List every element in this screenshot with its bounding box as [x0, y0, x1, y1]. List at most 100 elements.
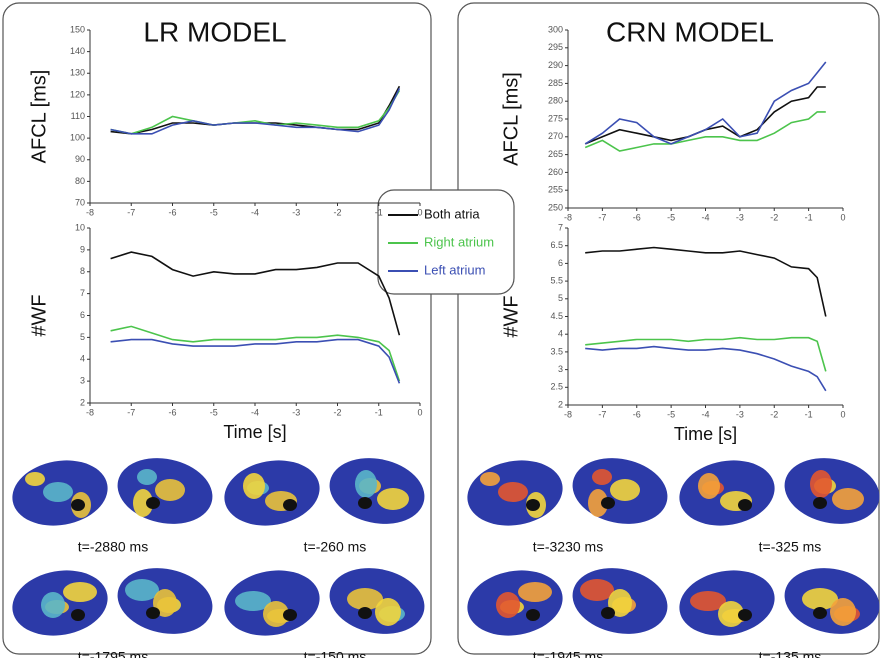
- x-tick-label: -3: [736, 409, 744, 419]
- activation-patch: [518, 582, 552, 602]
- y-tick-label: 10: [75, 222, 85, 232]
- activation-patch: [347, 588, 383, 610]
- y-tick-label: 275: [548, 113, 563, 123]
- y-tick-label: 100: [70, 133, 85, 143]
- legend-label: Left atrium: [424, 262, 485, 277]
- y-tick-label: 70: [75, 197, 85, 207]
- x-axis-label: Time [s]: [674, 424, 737, 444]
- activation-patch: [377, 488, 409, 510]
- y-axis-label: AFCL [ms]: [28, 70, 50, 164]
- activation-patch: [235, 591, 271, 611]
- series-line: [584, 61, 827, 145]
- y-tick-label: 80: [75, 176, 85, 186]
- x-tick-label: -2: [333, 207, 341, 217]
- vein-hole: [146, 607, 160, 619]
- series-line: [585, 345, 827, 392]
- vein-hole: [601, 607, 615, 619]
- x-tick-label: -6: [168, 207, 176, 217]
- y-tick-label: 260: [548, 167, 563, 177]
- x-tick-label: -5: [210, 207, 218, 217]
- y-tick-label: 8: [80, 266, 85, 276]
- activation-patch: [810, 470, 832, 498]
- y-tick-label: 130: [70, 68, 85, 78]
- series-line: [110, 88, 401, 135]
- x-tick-label: -1: [375, 407, 383, 417]
- activation-patch: [133, 489, 153, 517]
- chart: 2 2.5 3 3.5 4 4.5 5 5.5 6 6.5 7 -8 -7 -6 -5 -4 -3 -2 -1 0 #W…: [500, 222, 845, 443]
- activation-patch: [496, 592, 520, 618]
- x-tick-label: -2: [770, 409, 778, 419]
- x-tick-label: -7: [127, 407, 135, 417]
- vein-hole: [146, 497, 160, 509]
- y-tick-label: 6: [558, 258, 563, 268]
- vein-hole: [358, 607, 372, 619]
- y-tick-label: 7: [558, 222, 563, 232]
- x-tick-label: -4: [701, 212, 709, 222]
- x-tick-label: -8: [86, 407, 94, 417]
- x-tick-label: -5: [667, 409, 675, 419]
- legend-label: Right atrium: [424, 234, 494, 249]
- series-line: [110, 90, 401, 135]
- activation-patch: [155, 479, 185, 501]
- series-line: [110, 325, 401, 382]
- y-tick-label: 5: [558, 293, 563, 303]
- x-tick-label: -1: [805, 212, 813, 222]
- y-tick-label: 6: [80, 310, 85, 320]
- x-tick-label: -8: [564, 409, 572, 419]
- series-line: [585, 246, 827, 317]
- activation-patch: [832, 488, 864, 510]
- y-tick-label: 150: [70, 24, 85, 34]
- x-tick-label: -4: [251, 207, 259, 217]
- vein-hole: [813, 607, 827, 619]
- snapshot-caption: t=-1795 ms: [78, 649, 148, 658]
- activation-patch: [263, 601, 289, 627]
- series-line: [584, 111, 826, 152]
- y-tick-label: 255: [548, 185, 563, 195]
- y-tick-label: 2.5: [550, 382, 563, 392]
- x-axis-label: Time [s]: [223, 422, 286, 442]
- y-tick-label: 280: [548, 96, 563, 106]
- y-tick-label: 120: [70, 89, 85, 99]
- y-tick-label: 300: [548, 24, 563, 34]
- x-tick-label: -5: [210, 407, 218, 417]
- y-tick-label: 110: [71, 111, 85, 121]
- snapshot-caption: t=-2880 ms: [78, 539, 148, 555]
- snapshot-caption: t=-3230 ms: [533, 539, 603, 555]
- x-tick-label: 0: [417, 407, 422, 417]
- activation-patch: [43, 482, 73, 502]
- panel-frame: [2, 2, 432, 655]
- snapshots: t=-2880 ms t=-260 ms t=-1795 ms t=-150 ms t=…: [12, 458, 880, 658]
- x-tick-label: -4: [701, 409, 709, 419]
- y-axis-label: AFCL [ms]: [500, 72, 522, 166]
- activation-patch: [690, 591, 726, 611]
- activation-patch: [718, 601, 744, 627]
- activation-patch: [63, 582, 97, 602]
- snapshot-caption: t=-1945 ms: [533, 649, 603, 658]
- activation-patch: [355, 470, 377, 498]
- y-tick-label: 290: [548, 60, 563, 70]
- x-tick-label: -6: [633, 409, 641, 419]
- x-tick-label: -6: [633, 212, 641, 222]
- panel-title: LR MODEL: [143, 16, 286, 47]
- y-tick-label: 3: [80, 376, 85, 386]
- vein-hole: [71, 609, 85, 621]
- snapshot-caption: t=-150 ms: [304, 649, 367, 658]
- activation-patch: [698, 473, 720, 499]
- vein-hole: [738, 499, 752, 511]
- y-tick-label: 9: [80, 244, 85, 254]
- x-tick-label: -7: [127, 207, 135, 217]
- y-tick-label: 265: [548, 149, 563, 159]
- x-tick-label: -8: [86, 207, 94, 217]
- activation-patch: [592, 469, 612, 485]
- y-axis-label: #WF: [28, 294, 50, 336]
- y-tick-label: 140: [70, 46, 85, 56]
- x-tick-label: -7: [598, 409, 606, 419]
- vein-hole: [358, 497, 372, 509]
- vein-hole: [601, 497, 615, 509]
- y-tick-label: 250: [548, 202, 563, 212]
- y-tick-label: 4: [558, 329, 563, 339]
- x-tick-label: -2: [770, 212, 778, 222]
- y-tick-label: 2: [558, 399, 563, 409]
- y-tick-label: 4.5: [550, 311, 563, 321]
- vein-hole: [283, 609, 297, 621]
